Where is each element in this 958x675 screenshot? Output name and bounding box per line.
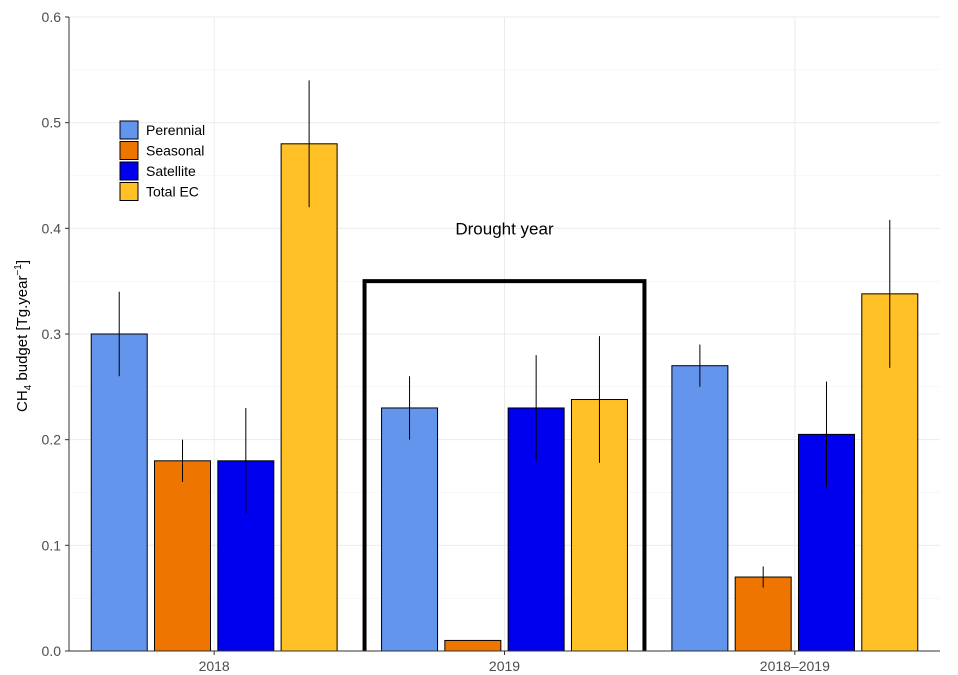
drought-annotation: Drought year xyxy=(362,219,647,651)
grid xyxy=(69,16,940,652)
y-title-middle: budget [Tg.year xyxy=(14,276,31,385)
bar xyxy=(671,365,729,652)
y-tick-label: 0.1 xyxy=(42,537,62,553)
axes: 0.0 0.1 0.2 0.3 0.4 0.5 0.6 2018 2019 2018–2019 xyxy=(42,9,940,674)
legend-swatch xyxy=(119,120,139,140)
bar xyxy=(734,576,792,652)
legend-label: Total EC xyxy=(146,184,199,200)
bar xyxy=(444,639,502,652)
bar xyxy=(381,407,439,652)
drought-year-label: Drought year xyxy=(455,219,554,238)
legend-label: Perennial xyxy=(146,122,205,138)
bar xyxy=(154,460,212,652)
bar xyxy=(570,399,628,652)
x-tick-label: 2018 xyxy=(199,658,230,674)
legend-swatch xyxy=(119,182,139,201)
legend-label: Seasonal xyxy=(146,143,204,159)
legend-swatch xyxy=(119,141,139,160)
x-tick-label: 2019 xyxy=(489,658,520,674)
legend: Perennial Seasonal Satellite Total EC xyxy=(119,120,205,201)
y-tick-label: 0.6 xyxy=(42,9,62,25)
y-tick-label: 0.0 xyxy=(42,643,62,659)
bar xyxy=(280,143,338,652)
x-tick-label: 2018–2019 xyxy=(760,658,830,674)
legend-swatch xyxy=(119,161,139,181)
y-title-suffix: ] xyxy=(14,260,31,264)
drought-year-box xyxy=(362,279,647,651)
y-axis-title: CH4 budget [Tg.year−1] xyxy=(13,260,34,412)
error-bars xyxy=(118,80,891,588)
y-tick-label: 0.5 xyxy=(42,115,62,131)
y-tick-label: 0.3 xyxy=(42,326,62,342)
y-title-superscript: −1 xyxy=(13,264,24,276)
y-title-subscript: 4 xyxy=(23,384,34,390)
y-title-prefix: CH xyxy=(14,390,31,412)
legend-label: Satellite xyxy=(146,163,196,179)
y-tick-label: 0.2 xyxy=(42,432,62,448)
y-tick-label: 0.4 xyxy=(42,220,62,236)
bar xyxy=(90,333,148,652)
